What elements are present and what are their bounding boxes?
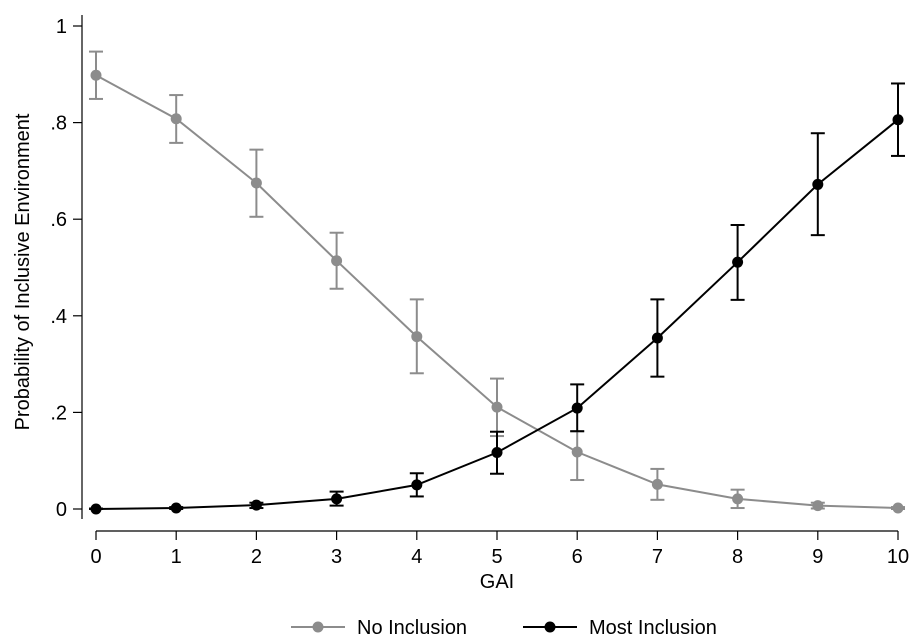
data-point [170,502,182,514]
data-point [411,479,423,491]
legend-swatch-marker [544,621,556,633]
data-point [491,401,503,413]
axes [81,15,898,532]
y-ticks: 0 .2 .4 .6 .8 1 [50,16,82,521]
data-point [732,256,744,268]
y-tick-label: 0 [56,499,67,521]
y-tick-label: .6 [50,209,67,231]
data-point [250,499,262,511]
data-point [651,478,663,490]
data-point [571,446,583,458]
plot-area [89,50,905,515]
data-point [812,178,824,190]
x-tick-label: 7 [652,546,663,568]
legend-label: No Inclusion [357,617,467,639]
data-point [170,113,182,125]
data-point [331,255,343,267]
y-tick-label: .2 [50,402,67,424]
data-point [892,502,904,514]
data-point [491,446,503,458]
legend-label: Most Inclusion [589,617,717,639]
x-tick-label: 6 [572,546,583,568]
series-no-inclusion [89,50,905,514]
data-point [732,493,744,505]
data-point [651,332,663,344]
legend-item-most-inclusion: Most Inclusion [523,617,717,639]
x-tick-label: 4 [411,546,422,568]
data-point [331,493,343,505]
legend: No Inclusion Most Inclusion [291,617,717,639]
y-tick-label: .8 [50,113,67,135]
legend-swatch-marker [312,621,324,633]
y-axis-label: Probability of Inclusive Environment [12,113,34,430]
y-tick-label: .4 [50,306,67,328]
x-tick-label: 0 [90,546,101,568]
data-point [892,114,904,126]
data-point [90,503,102,515]
data-point [250,177,262,189]
x-tick-label: 9 [812,546,823,568]
x-tick-label: 10 [887,546,909,568]
data-point [411,331,423,343]
data-point [812,500,824,512]
x-tick-label: 5 [491,546,502,568]
legend-item-no-inclusion: No Inclusion [291,617,467,639]
x-tick-label: 2 [251,546,262,568]
x-tick-label: 3 [331,546,342,568]
x-tick-label: 8 [732,546,743,568]
x-ticks: 0 1 2 3 4 5 6 7 8 9 10 [90,531,909,568]
x-axis-label: GAI [480,571,514,593]
data-point [571,402,583,414]
series-most-inclusion [89,82,905,515]
data-point [90,69,102,81]
y-tick-label: 1 [56,16,67,38]
x-tick-label: 1 [171,546,182,568]
